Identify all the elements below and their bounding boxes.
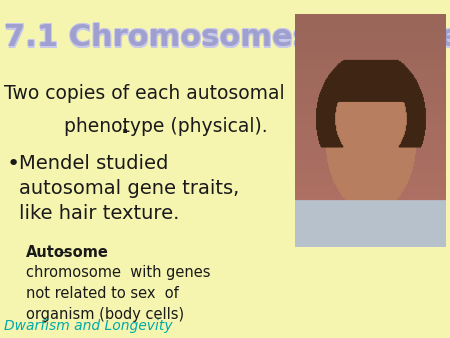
Text: Autosome: Autosome — [26, 245, 108, 260]
Text: phenotype (physical).: phenotype (physical). — [64, 118, 268, 137]
Text: Mendel studied
autosomal gene traits,
like hair texture.: Mendel studied autosomal gene traits, li… — [19, 154, 239, 223]
Text: 7.1 Chromosomes and Phenotype: 7.1 Chromosomes and Phenotype — [4, 24, 450, 53]
Text: 7.1 Chromosomes and Phenotype: 7.1 Chromosomes and Phenotype — [4, 24, 450, 52]
Text: Autosome –
chromosome  with genes
not related to sex  of
organism (body cells): Autosome – chromosome with genes not rel… — [26, 245, 210, 312]
Text: Two copies of each autosomal  gene affect: Two copies of each autosomal gene affect — [4, 84, 403, 103]
Text: 7.1 Chromosomes and Phenotype: 7.1 Chromosomes and Phenotype — [5, 24, 450, 52]
Text: 7.1 Chromosomes and Phenotype: 7.1 Chromosomes and Phenotype — [4, 23, 450, 51]
Text: –: – — [58, 245, 65, 260]
Text: 7.1 Chromosomes and Phenotype: 7.1 Chromosomes and Phenotype — [5, 24, 450, 53]
Text: 7.1 Chromosomes and Phenotype: 7.1 Chromosomes and Phenotype — [4, 22, 450, 51]
Text: chromosome  with genes
not related to sex  of
organism (body cells): chromosome with genes not related to sex… — [26, 265, 210, 322]
Text: 7.1 Chromosomes and Phenotype: 7.1 Chromosomes and Phenotype — [5, 23, 450, 51]
Text: Dwarfism and Longevity: Dwarfism and Longevity — [4, 319, 173, 333]
Text: 7.1 Chromosomes and Phenotype: 7.1 Chromosomes and Phenotype — [4, 24, 450, 52]
Text: •: • — [6, 154, 20, 174]
Text: .: . — [121, 118, 130, 138]
Text: 7.1 Chromosomes and Phenotype: 7.1 Chromosomes and Phenotype — [4, 25, 450, 54]
